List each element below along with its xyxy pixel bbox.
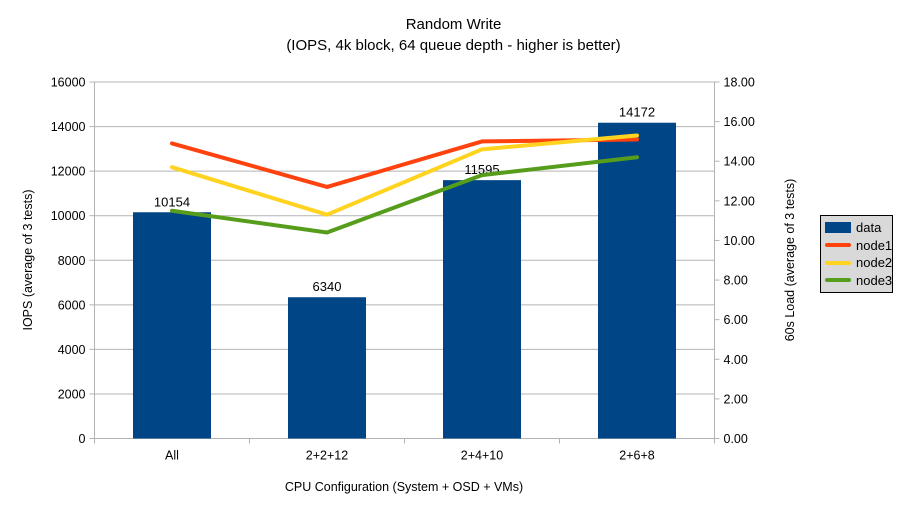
y-axis-tick-label-right: 6.00	[724, 313, 748, 327]
y-axis-tick-label-left: 14000	[51, 120, 86, 134]
line-node1	[170, 137, 639, 189]
bar-value-label: 10154	[154, 194, 190, 209]
chart-title-block: Random Write (IOPS, 4k block, 64 queue d…	[0, 14, 907, 56]
y-axis-tick-label-left: 10000	[51, 209, 86, 223]
y-axis-tick-label-right: 2.00	[724, 392, 748, 406]
y-axis-tick-label-left: 8000	[58, 254, 86, 268]
chart-title: Random Write	[405, 16, 502, 33]
x-category-label: All	[165, 449, 179, 463]
x-category-label: 2+4+10	[461, 449, 503, 463]
legend-swatch-node1	[825, 243, 851, 248]
y-axis-tick-label-right: 12.00	[724, 194, 755, 208]
legend-item-node2: node2	[825, 256, 892, 269]
y-axis-tick-label-left: 0	[79, 432, 86, 446]
y-axis-tick-label-left: 6000	[58, 298, 86, 312]
x-axis-title: CPU Configuration (System + OSD + VMs)	[284, 480, 524, 494]
x-category-label: 2+6+8	[619, 449, 655, 463]
y-axis-tick-label-right: 8.00	[724, 274, 748, 288]
y-axis-tick-label-left: 16000	[51, 76, 86, 90]
bar-data	[288, 297, 366, 439]
y-axis-tick-label-right: 16.00	[724, 115, 755, 129]
legend-swatch-node2	[825, 260, 851, 265]
bar-data	[133, 212, 211, 439]
y-axis-tick-label-right: 14.00	[724, 155, 755, 169]
bar-value-label: 14172	[619, 105, 655, 120]
y-axis-tick-label-right: 0.00	[724, 432, 748, 446]
y-axis-tick-label-left: 2000	[58, 387, 86, 401]
bar-data	[443, 180, 521, 439]
y-axis-tick-label-left: 12000	[51, 165, 86, 179]
y-axis-tick-label-left: 4000	[58, 343, 86, 357]
y-axis-tick-label-right: 4.00	[724, 353, 748, 367]
bar-data	[598, 122, 676, 439]
legend: data node1 node2 node3	[820, 215, 893, 293]
y-axis-tick-label-right: 18.00	[724, 76, 755, 90]
legend-label: node2	[856, 255, 893, 271]
y-axis-title-left: IOPS (average of 3 tests)	[21, 189, 35, 331]
legend-item-node3: node3	[825, 274, 892, 287]
legend-label: node3	[856, 272, 893, 288]
y-axis-title-right: 60s Load (average of 3 tests)	[783, 178, 797, 342]
legend-label: node1	[856, 237, 893, 253]
line-node3	[170, 155, 639, 235]
legend-swatch-node3	[825, 278, 851, 283]
bar-value-label: 6340	[313, 279, 342, 294]
legend-item-data: data	[825, 221, 888, 234]
x-category-label: 2+2+12	[306, 449, 348, 463]
chart-subtitle: (IOPS, 4k block, 64 queue depth - higher…	[286, 37, 621, 54]
legend-label: data	[856, 220, 882, 236]
line-node2	[170, 133, 639, 217]
legend-item-node1: node1	[825, 239, 892, 252]
y-axis-tick-label-right: 10.00	[724, 234, 755, 248]
legend-swatch-data	[825, 222, 851, 234]
